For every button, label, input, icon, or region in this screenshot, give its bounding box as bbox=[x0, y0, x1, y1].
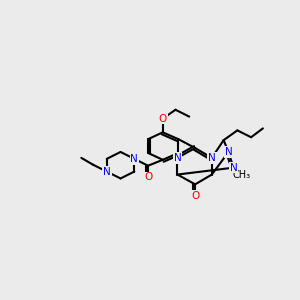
Text: CH₃: CH₃ bbox=[232, 169, 250, 179]
Text: N: N bbox=[174, 153, 182, 163]
Text: N: N bbox=[230, 163, 237, 173]
Text: N: N bbox=[103, 167, 111, 177]
Text: N: N bbox=[103, 167, 111, 177]
Text: N: N bbox=[225, 147, 232, 157]
Text: N: N bbox=[208, 153, 216, 163]
Text: N: N bbox=[174, 153, 182, 163]
Text: O: O bbox=[144, 174, 152, 184]
Text: O: O bbox=[159, 114, 167, 124]
Text: N: N bbox=[208, 153, 216, 163]
Text: O: O bbox=[159, 114, 167, 124]
Text: N: N bbox=[130, 154, 138, 164]
Text: O: O bbox=[144, 172, 152, 182]
Text: N: N bbox=[230, 163, 237, 173]
Text: N: N bbox=[130, 154, 138, 164]
Text: N: N bbox=[225, 147, 232, 157]
Text: O: O bbox=[191, 191, 199, 201]
